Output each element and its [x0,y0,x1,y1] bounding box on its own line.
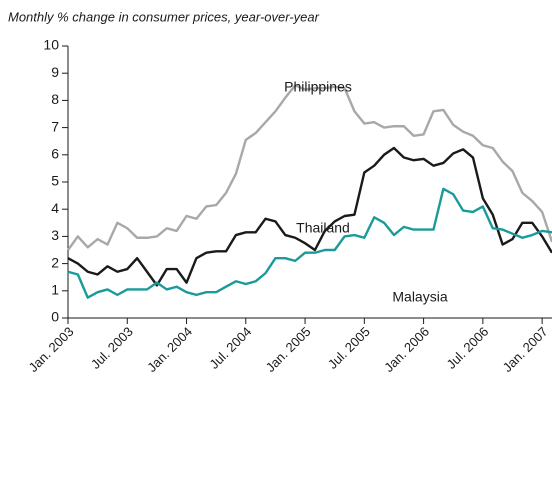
y-tick-label: 5 [51,173,59,189]
series-label: Malaysia [392,289,447,305]
series-label: Philippines [284,79,352,95]
y-tick-label: 10 [43,37,59,53]
y-tick-label: 0 [51,309,59,325]
y-tick-label: 6 [51,146,59,162]
x-tick-label: Jan. 2007 [500,324,551,375]
y-tick-label: 1 [51,282,59,298]
series-line [67,84,552,251]
y-tick-label: 2 [51,254,59,270]
y-tick-label: 4 [51,200,59,216]
y-tick-label: 3 [51,227,59,243]
x-tick-label: Jul. 2004 [206,324,254,372]
chart-title: Monthly % change in consumer prices, yea… [8,9,320,24]
series-line [67,146,552,287]
series-line [67,187,552,299]
x-tick-label: Jul. 2003 [88,324,136,372]
x-tick-label: Jan. 2005 [263,324,314,375]
x-tick-label: Jan. 2003 [26,324,77,375]
series-label: Thailand [296,220,350,236]
x-tick-label: Jul. 2005 [325,324,373,372]
x-tick-label: Jan. 2006 [381,324,432,375]
x-tick-label: Jan. 2004 [144,324,195,375]
y-tick-label: 9 [51,64,59,80]
x-tick-label: Jul. 2006 [443,324,491,372]
y-tick-label: 7 [51,118,59,134]
y-tick-label: 8 [51,91,59,107]
